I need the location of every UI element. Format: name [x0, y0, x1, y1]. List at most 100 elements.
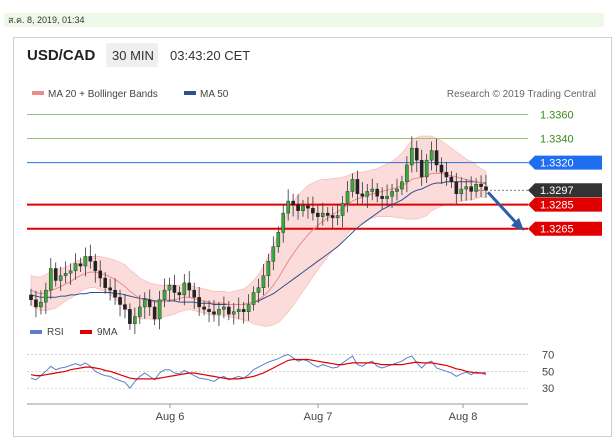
legend-label-ma50: MA 50 — [200, 89, 229, 100]
candle-body — [424, 159, 429, 178]
candle-body — [266, 261, 271, 276]
ma9-legend-swatch — [80, 330, 92, 334]
x-tick-label: Aug 6 — [156, 411, 185, 423]
price-tag-5 — [528, 221, 602, 236]
candle-body — [128, 309, 132, 324]
candle-body — [68, 270, 73, 274]
candle-body — [39, 301, 43, 308]
candle-body — [350, 179, 355, 192]
candle-body — [241, 309, 246, 312]
candle-body — [227, 306, 231, 315]
candle-body — [157, 299, 162, 320]
currency-pair: USD/CAD — [27, 47, 96, 64]
legend-swatch-ma20 — [32, 91, 44, 95]
candle-body — [133, 316, 137, 324]
chart-time: 03:43:20 CET — [170, 48, 251, 63]
candle-body — [147, 299, 152, 308]
ma9-legend-label: 9MA — [97, 327, 118, 338]
x-tick-label: Aug 7 — [304, 411, 333, 423]
candle-body — [261, 275, 266, 288]
candle-body — [138, 306, 142, 317]
rsi-level-label-50: 50 — [542, 366, 554, 378]
candle-body — [301, 205, 305, 211]
candle-body — [370, 188, 375, 192]
candle-body — [410, 147, 414, 166]
candle-body — [484, 186, 488, 191]
candle-body — [355, 179, 360, 195]
candle-body — [375, 188, 379, 197]
rsi-ma-line — [30, 358, 486, 380]
candle-body — [335, 215, 340, 219]
candle-body — [474, 184, 478, 192]
candle-body — [405, 164, 409, 183]
candle-body — [78, 263, 83, 267]
price-label-2: 1.3320 — [540, 158, 574, 170]
price-tag-4 — [528, 197, 602, 212]
candle-body — [330, 215, 335, 219]
price-label-4: 1.3285 — [540, 200, 574, 212]
candle-body — [345, 191, 350, 204]
candle-body — [286, 200, 290, 214]
candle-body — [113, 289, 117, 298]
candle-body — [222, 306, 226, 310]
candle-body — [469, 186, 473, 192]
candle-body — [123, 304, 127, 310]
candle-body — [256, 287, 261, 293]
candle-body — [271, 246, 276, 262]
candle-body — [479, 184, 483, 187]
credit: Research © 2019 Trading Central — [447, 89, 596, 100]
candle-body — [419, 159, 424, 178]
candle-body — [93, 261, 98, 272]
candle-body — [360, 193, 365, 197]
top-bar: ส.ค. 8, 2019, 01:34 — [0, 0, 616, 27]
rsi-level-label-70: 70 — [542, 349, 554, 361]
candle-body — [340, 203, 345, 216]
candle-body — [306, 205, 310, 209]
price-label-0: 1.3360 — [540, 109, 574, 121]
rsi-line — [30, 353, 487, 390]
candle-body — [400, 181, 404, 190]
candle-body — [187, 282, 192, 291]
candle-body — [380, 196, 384, 199]
candle-body — [192, 289, 197, 298]
candle-body — [88, 256, 93, 262]
candle-body — [291, 200, 295, 205]
candle-body — [44, 289, 48, 303]
candle-body — [108, 287, 112, 291]
candle-body — [449, 176, 454, 183]
candle-body — [162, 289, 167, 300]
candle-body — [207, 309, 211, 312]
candle-body — [311, 208, 315, 214]
candle-body — [296, 204, 300, 211]
candle-body — [246, 304, 251, 312]
candle-body — [103, 277, 107, 288]
projection-arrow-shaft — [486, 191, 520, 226]
candle-body — [177, 292, 182, 296]
candle-body — [429, 150, 434, 161]
candle-body — [325, 212, 330, 216]
candle-body — [454, 181, 459, 195]
candle-body — [34, 299, 38, 308]
candle-body — [281, 212, 286, 233]
rsi-legend-swatch — [30, 330, 42, 334]
candle-body — [251, 292, 256, 305]
timeframe[interactable]: 30 MIN — [112, 48, 154, 63]
candle-body — [444, 171, 449, 178]
x-tick-label: Aug 8 — [449, 411, 478, 423]
candle-body — [459, 188, 464, 195]
candle-body — [63, 273, 68, 276]
legend-swatch-ma50 — [184, 91, 196, 95]
price-label-1: 1.3340 — [540, 134, 574, 146]
candle-body — [276, 232, 281, 247]
candle-body — [172, 285, 177, 293]
candle-body — [29, 294, 33, 300]
timeframe-box[interactable] — [106, 43, 158, 67]
candle-body — [320, 212, 325, 217]
candle-body — [182, 282, 187, 296]
candle-body — [385, 196, 389, 199]
price-tag-2 — [528, 155, 602, 170]
candle-body — [212, 311, 216, 315]
candle-body — [231, 311, 236, 315]
projection-arrow-head — [511, 217, 524, 231]
